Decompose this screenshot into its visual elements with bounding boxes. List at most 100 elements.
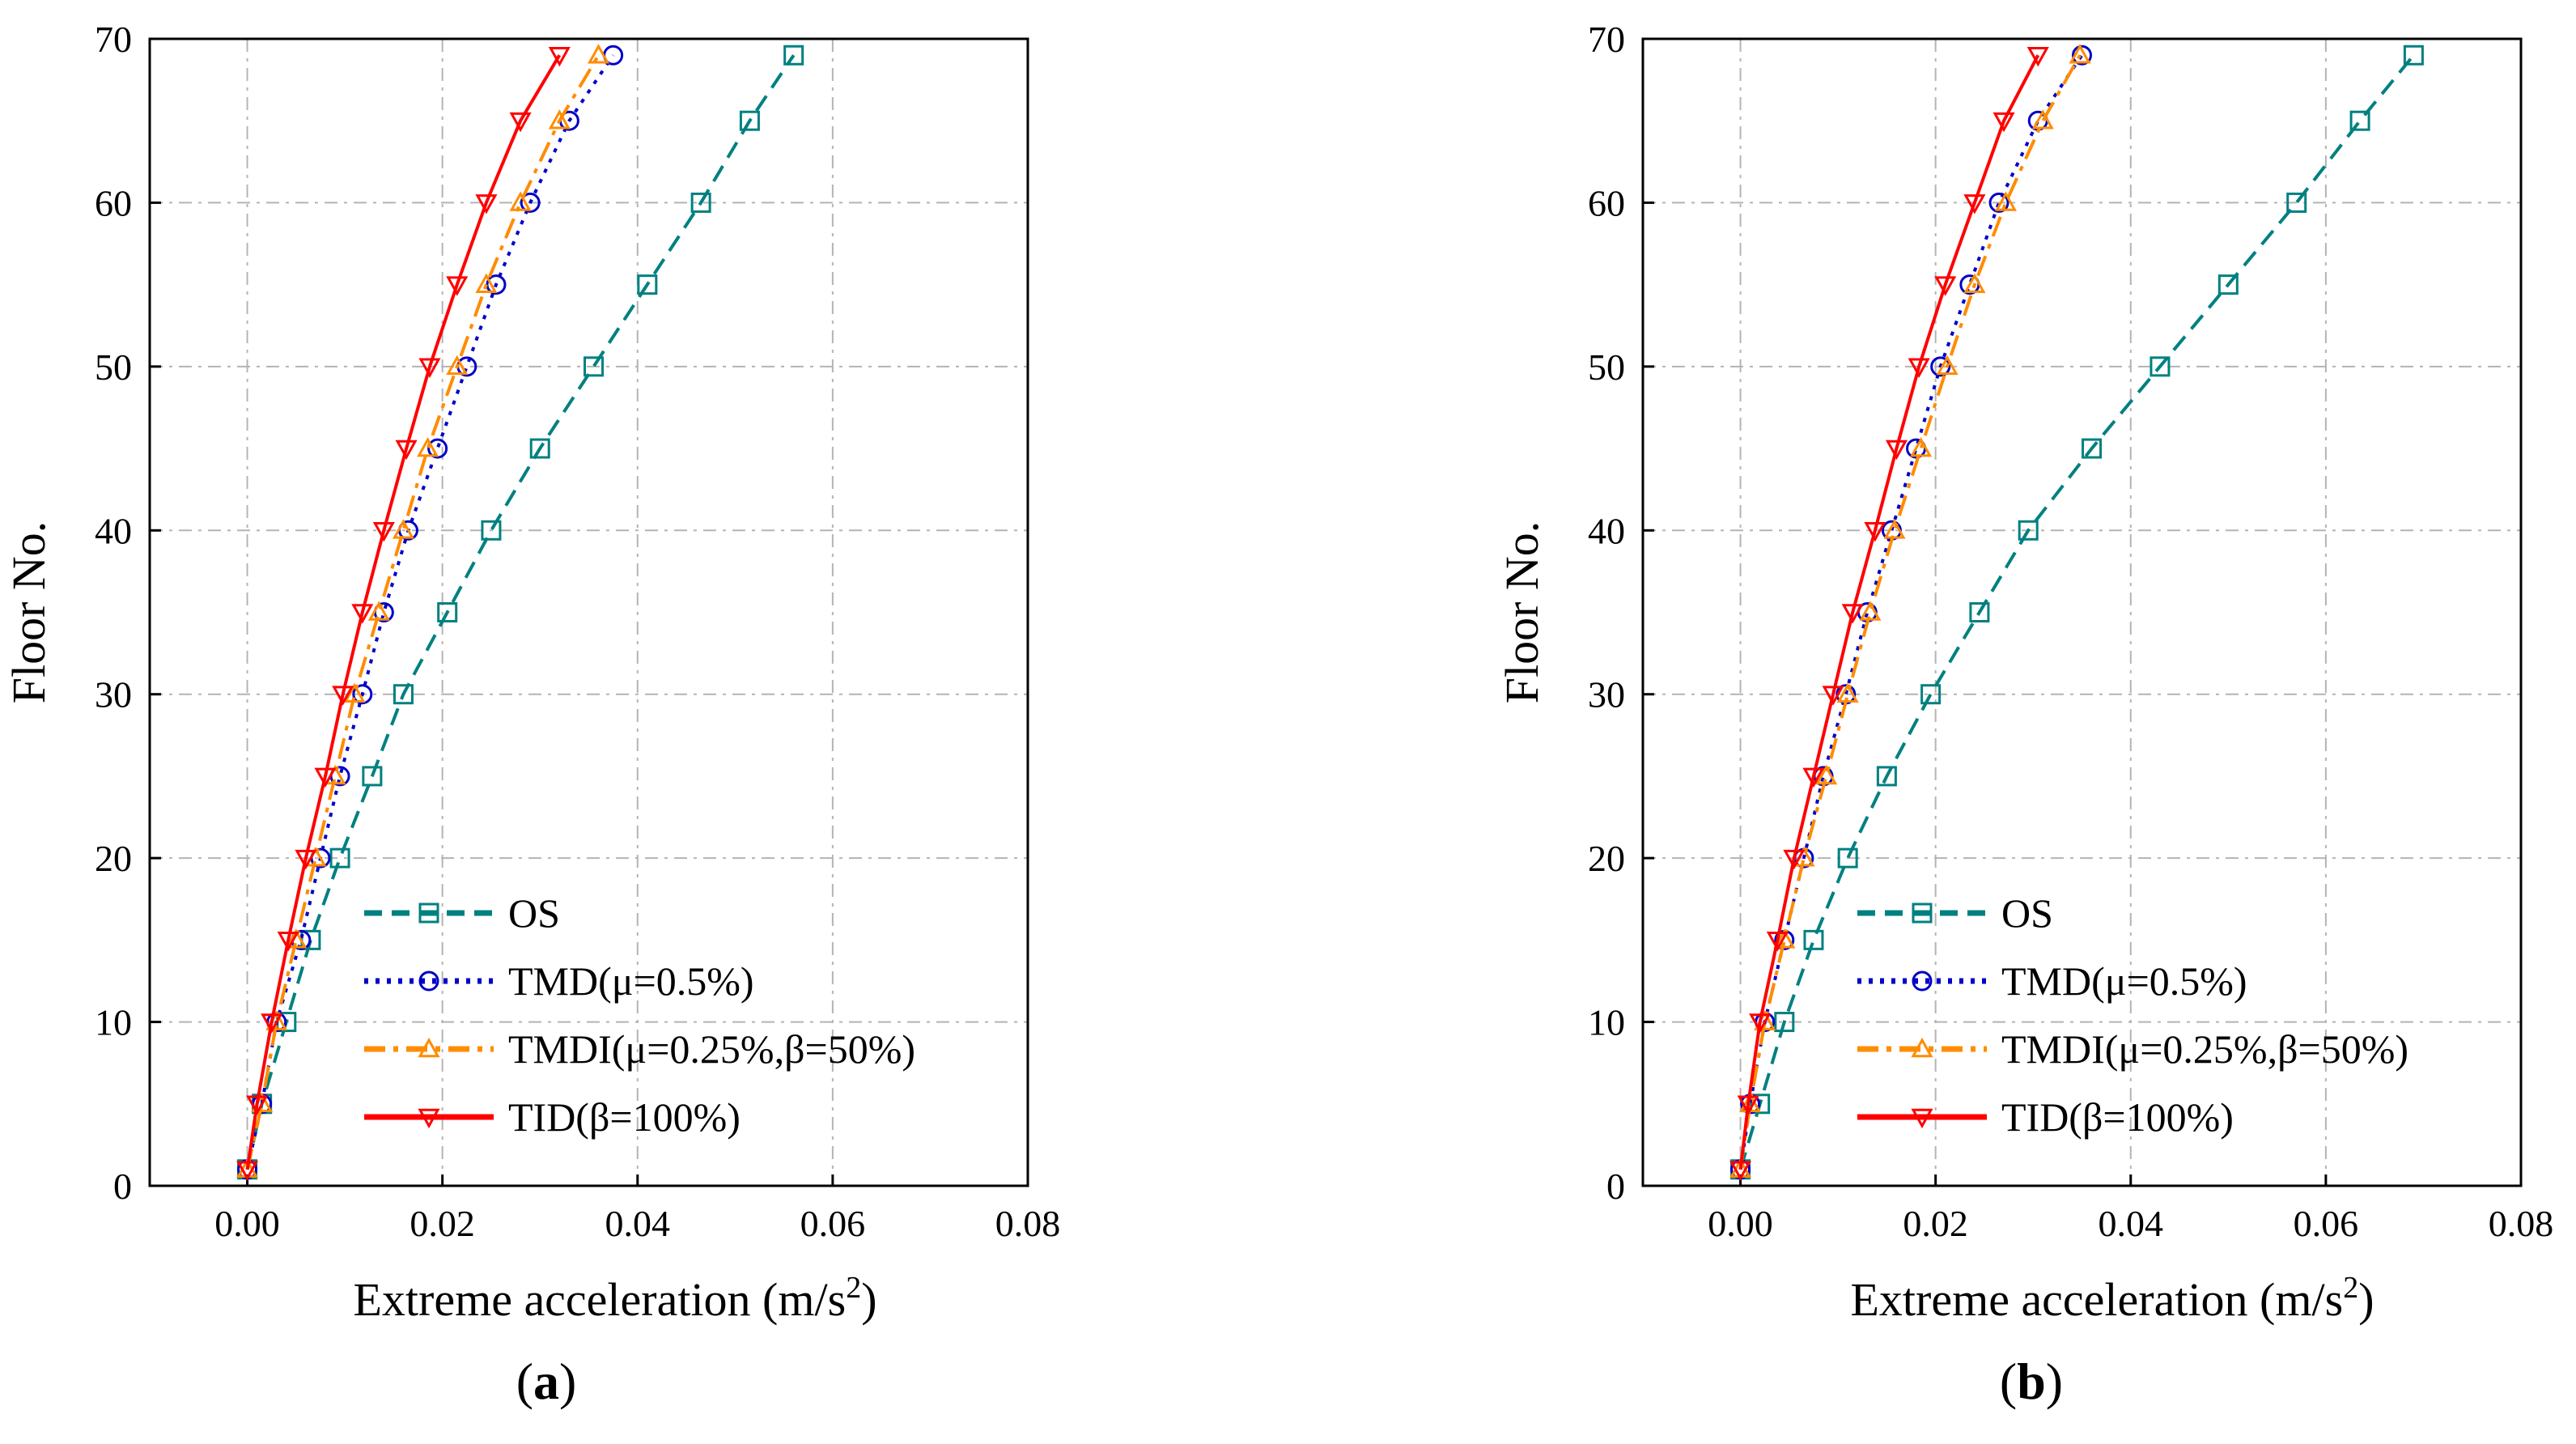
series-line-tid — [1738, 54, 2040, 1170]
x-tick-label: 0.02 — [1903, 1203, 1968, 1244]
data-point — [1934, 276, 1957, 296]
data-point — [1749, 1013, 1772, 1034]
legend-label-tmdi: TMDI(μ=0.25%,β=50%) — [508, 1026, 915, 1072]
data-point — [446, 355, 469, 376]
legend-label-tmd: TMD(μ=0.5%) — [2001, 958, 2247, 1004]
legend-marker-tid — [1911, 1108, 1933, 1129]
data-point — [2072, 45, 2092, 66]
data-point — [352, 684, 373, 705]
data-point — [1988, 192, 2009, 213]
data-point — [509, 112, 532, 133]
legend-marker-tmd — [418, 970, 439, 992]
data-point — [1936, 355, 1959, 376]
y-tick-label: 20 — [1588, 838, 1625, 879]
data-point — [1883, 519, 1906, 539]
series-line-tmdi — [1738, 54, 2082, 1170]
data-point — [1992, 112, 2015, 133]
y-tick-label: 10 — [1588, 1002, 1625, 1043]
data-point — [392, 519, 414, 539]
y-tick-label: 50 — [95, 346, 132, 388]
data-point — [2082, 438, 2103, 459]
series-tmd — [1730, 45, 2092, 1180]
series-tmdi — [236, 44, 610, 1179]
data-point — [1994, 191, 2018, 211]
data-point — [2217, 274, 2239, 295]
data-point — [1920, 684, 1942, 705]
legend: OS TMD(μ=0.5%) TMDI(μ=0.25%,β=50%) TID(β=10… — [364, 890, 915, 1140]
data-point — [1859, 601, 1882, 621]
legend: OS TMD(μ=0.5%) TMDI(μ=0.25%,β=50%) TID(β=10… — [1857, 890, 2408, 1140]
data-point — [739, 110, 760, 131]
legend-label-os: OS — [2001, 890, 2053, 936]
legend-marker-tmdi — [418, 1037, 440, 1058]
y-tick-label: 40 — [1588, 510, 1625, 551]
data-point — [1737, 1095, 1759, 1115]
data-point — [261, 1013, 283, 1034]
data-point — [481, 520, 502, 541]
series-line-tmdi — [245, 54, 601, 1170]
series-os — [1730, 45, 2424, 1180]
data-point — [427, 438, 448, 459]
data-point — [588, 44, 610, 64]
data-point — [1803, 929, 1824, 950]
y-tick-label: 70 — [1588, 19, 1625, 60]
x-tick-label: 0.04 — [2099, 1203, 2164, 1244]
data-point — [2069, 44, 2091, 64]
x-tick-label: 0.06 — [800, 1203, 866, 1244]
data-point — [437, 602, 458, 622]
data-point — [1802, 767, 1825, 788]
data-point — [277, 932, 299, 952]
y-tick-label: 0 — [113, 1166, 132, 1207]
legend-marker-tmd — [1912, 970, 1933, 992]
x-tick-label: 0.08 — [2489, 1203, 2554, 1244]
data-point — [529, 438, 550, 459]
y-tick-label: 50 — [1588, 346, 1625, 388]
data-point — [1766, 932, 1789, 952]
data-point — [475, 273, 498, 293]
data-point — [1837, 847, 1858, 869]
y-axis-label: Floor No. — [2, 521, 55, 704]
series-tmd — [237, 45, 624, 1180]
data-point — [372, 521, 395, 542]
data-point — [548, 46, 571, 67]
y-tick-label: 60 — [95, 182, 132, 223]
data-point — [343, 682, 366, 703]
data-point — [690, 192, 711, 213]
legend-marker-os — [418, 902, 439, 924]
data-point — [295, 849, 317, 870]
data-point — [1969, 602, 1990, 622]
data-point — [236, 1161, 259, 1181]
legend-marker-tmdi — [1911, 1037, 1933, 1058]
data-point — [1822, 686, 1844, 706]
x-tick-label: 0.04 — [605, 1203, 671, 1244]
series-tmdi — [1729, 44, 2091, 1179]
panel-label: (b) — [2000, 1353, 2063, 1410]
panel-b: 0.00 0.02 0.04 0.06 0.08 0 10 20 30 40 50 60 70 OS TMD… — [1496, 19, 2553, 1410]
data-point — [520, 192, 541, 213]
data-point — [1750, 1094, 1771, 1115]
legend-marker-os — [1912, 902, 1933, 924]
y-tick-label: 0 — [1606, 1166, 1625, 1207]
panel-a: 0.00 0.02 0.04 0.06 0.08 0 10 20 30 40 50 60 70 OS TMD… — [2, 19, 1060, 1410]
data-point — [418, 358, 441, 378]
data-point — [2031, 109, 2054, 130]
data-point — [1910, 436, 1933, 457]
data-point — [1930, 356, 1951, 377]
series-os — [237, 45, 804, 1180]
data-point — [1963, 273, 1986, 293]
data-point — [393, 684, 414, 705]
data-point — [446, 276, 469, 296]
y-tick-label: 60 — [1588, 182, 1625, 223]
data-point — [2403, 45, 2424, 66]
data-point — [783, 45, 804, 66]
data-point — [1885, 440, 1908, 461]
data-point — [1773, 928, 1796, 949]
data-point — [351, 604, 374, 624]
data-point — [1908, 358, 1930, 378]
data-point — [1774, 1012, 1795, 1033]
y-tick-label: 20 — [95, 838, 132, 879]
x-tick-label: 0.06 — [2294, 1203, 2359, 1244]
legend-label-tid: TID(β=100%) — [508, 1094, 741, 1140]
x-axis-label: Extreme acceleration (m/s2) — [353, 1271, 876, 1326]
